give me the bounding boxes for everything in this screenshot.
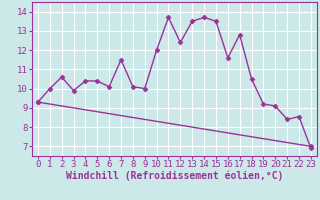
X-axis label: Windchill (Refroidissement éolien,°C): Windchill (Refroidissement éolien,°C): [66, 171, 283, 181]
